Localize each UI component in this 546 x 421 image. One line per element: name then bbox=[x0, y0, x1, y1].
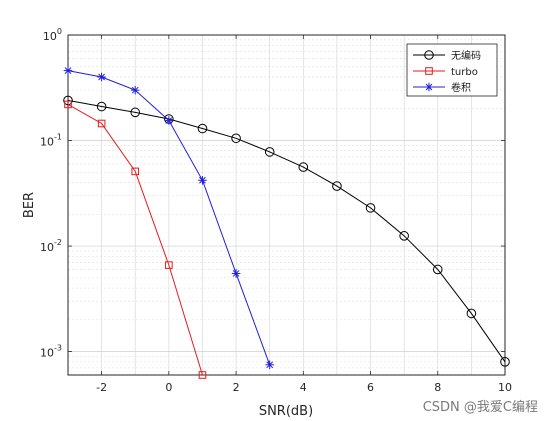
series-circle bbox=[63, 95, 510, 367]
x-tick-label: -2 bbox=[96, 381, 107, 394]
legend-item: 卷积 bbox=[413, 81, 471, 94]
y-tick-label: 100 bbox=[43, 27, 62, 43]
legend-item: 无编码 bbox=[413, 49, 481, 62]
series-asterisk bbox=[63, 66, 274, 370]
data-point bbox=[130, 107, 141, 118]
data-point bbox=[466, 308, 477, 319]
data-point bbox=[130, 85, 140, 95]
x-tick-label: 10 bbox=[498, 381, 512, 394]
series-line bbox=[67, 103, 203, 376]
tick-marks bbox=[68, 34, 506, 375]
x-tick-label: 8 bbox=[434, 381, 441, 394]
data-point bbox=[198, 175, 207, 185]
data-point bbox=[365, 203, 376, 213]
y-tick-label: 10-3 bbox=[40, 344, 62, 360]
data-point bbox=[500, 357, 510, 367]
series-square bbox=[64, 100, 207, 379]
data-point bbox=[424, 50, 434, 60]
data-point bbox=[231, 269, 241, 278]
data-point bbox=[265, 360, 274, 370]
y-tick-label: 10-2 bbox=[40, 238, 62, 254]
x-tick-label: 4 bbox=[300, 381, 307, 394]
data-point bbox=[96, 101, 107, 112]
data-point bbox=[165, 261, 173, 269]
legend-label: turbo bbox=[451, 67, 478, 78]
x-tick-label: 2 bbox=[233, 381, 240, 394]
legend-label: 无编码 bbox=[451, 49, 481, 62]
y-tick-labels: 100 10-1 10-2 10-3 bbox=[40, 27, 62, 360]
data-point bbox=[198, 371, 207, 379]
data-series bbox=[63, 66, 510, 379]
data-point bbox=[298, 162, 309, 172]
legend-entries: 无编码 turbo 卷积 bbox=[413, 49, 481, 94]
series-line bbox=[67, 99, 506, 363]
x-tick-labels: -2 0 2 4 6 8 10 bbox=[96, 381, 512, 394]
data-point bbox=[97, 119, 106, 128]
data-point bbox=[64, 100, 72, 109]
data-point bbox=[97, 72, 106, 82]
x-tick-label: 6 bbox=[367, 381, 374, 394]
data-point bbox=[399, 231, 409, 241]
plot-area-frame bbox=[67, 34, 506, 376]
legend: 无编码 turbo 卷积 bbox=[406, 43, 498, 97]
data-point bbox=[164, 116, 174, 125]
y-tick-label: 10-1 bbox=[40, 133, 62, 149]
data-point bbox=[231, 133, 241, 144]
x-tick-label: 0 bbox=[165, 381, 172, 394]
data-point bbox=[425, 67, 433, 75]
data-point bbox=[63, 66, 73, 75]
data-point bbox=[131, 167, 140, 176]
data-point bbox=[264, 147, 275, 157]
y-axis-label: BER bbox=[22, 192, 37, 218]
data-point bbox=[432, 264, 443, 275]
data-point bbox=[424, 82, 434, 92]
data-point bbox=[332, 181, 342, 191]
data-point bbox=[197, 123, 208, 134]
legend-label: 卷积 bbox=[451, 81, 471, 94]
legend-item: turbo bbox=[413, 67, 478, 78]
watermark: CSDN @我爱C编程 bbox=[422, 400, 538, 415]
x-axis-label: SNR(dB) bbox=[259, 404, 313, 419]
